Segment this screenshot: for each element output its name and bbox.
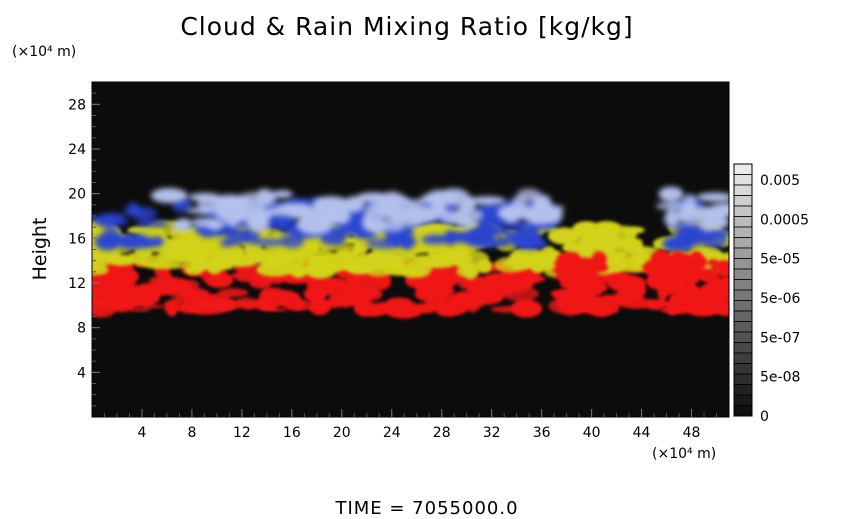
colorbar-segment xyxy=(733,226,753,238)
layer-rain-streak xyxy=(92,299,330,312)
y-tick-label: 16 xyxy=(68,231,86,247)
x-tick-label: 36 xyxy=(533,425,551,441)
y-tick-label: 12 xyxy=(68,276,86,292)
x-tick-label: 4 xyxy=(137,425,146,441)
y-tick-label: 20 xyxy=(68,187,86,203)
y-tick-label: 4 xyxy=(77,365,86,381)
colorbar-segment xyxy=(733,321,753,333)
colorbar-label: 0.005 xyxy=(760,173,800,189)
colorbar-segment xyxy=(733,174,753,186)
colorbar-label: 5e-07 xyxy=(760,330,800,346)
y-tick-label: 24 xyxy=(68,142,86,158)
colorbar-segment xyxy=(733,363,753,375)
colorbar-segment xyxy=(733,289,753,301)
colorbar-label: 0 xyxy=(760,409,769,425)
colorbar-label: 0.0005 xyxy=(760,212,809,228)
colorbar-segment xyxy=(733,352,753,364)
colorbar: 0.005 0.0005 5e-05 5e-06 5e-07 5e-08 0 xyxy=(733,163,809,425)
colorbar-label: 5e-08 xyxy=(760,370,800,386)
colorbar-segment xyxy=(733,237,753,249)
colorbar-segment xyxy=(733,405,753,417)
colorbar-label: 5e-05 xyxy=(760,252,800,268)
time-footer: TIME = 7055000.0 xyxy=(335,498,519,519)
colorbar-segment xyxy=(733,342,753,354)
layer-cloud-top xyxy=(150,186,729,236)
heatmap-field xyxy=(92,186,729,319)
x-tick-label: 20 xyxy=(333,425,351,441)
colorbar-segment xyxy=(733,300,753,312)
colorbar-segment xyxy=(733,279,753,291)
colorbar-segment xyxy=(733,258,753,270)
colorbar-segment xyxy=(733,184,753,196)
y-unit-label: (×10⁴ m) xyxy=(12,44,77,60)
colorbar-segment xyxy=(733,247,753,259)
colorbar-segment xyxy=(733,331,753,343)
x-tick-label: 40 xyxy=(583,425,601,441)
colorbar-segment xyxy=(733,205,753,217)
colorbar-segment xyxy=(733,394,753,406)
x-tick-label: 48 xyxy=(683,425,701,441)
x-unit-label: (×10⁴ m) xyxy=(652,446,717,462)
colorbar-segment xyxy=(733,216,753,228)
colorbar-segment xyxy=(733,195,753,207)
colorbar-label: 5e-06 xyxy=(760,291,800,307)
x-tick-label: 12 xyxy=(233,425,251,441)
x-tick-label: 16 xyxy=(283,425,301,441)
y-tick-label: 28 xyxy=(68,97,86,113)
x-tick-label: 24 xyxy=(383,425,401,441)
colorbar-segment xyxy=(733,310,753,322)
colorbar-segment xyxy=(733,163,753,175)
chart-title: Cloud & Rain Mixing Ratio [kg/kg] xyxy=(180,12,634,41)
x-tick-label: 28 xyxy=(433,425,451,441)
colorbar-frame xyxy=(733,163,753,417)
y-tick-label: 8 xyxy=(77,321,86,337)
colorbar-segment xyxy=(733,384,753,396)
x-tick-label: 44 xyxy=(633,425,651,441)
colorbar-segment xyxy=(733,268,753,280)
x-tick-label: 8 xyxy=(187,425,196,441)
x-tick-label: 32 xyxy=(483,425,501,441)
layer-rain-columns xyxy=(550,249,729,317)
colorbar-segment xyxy=(733,373,753,385)
